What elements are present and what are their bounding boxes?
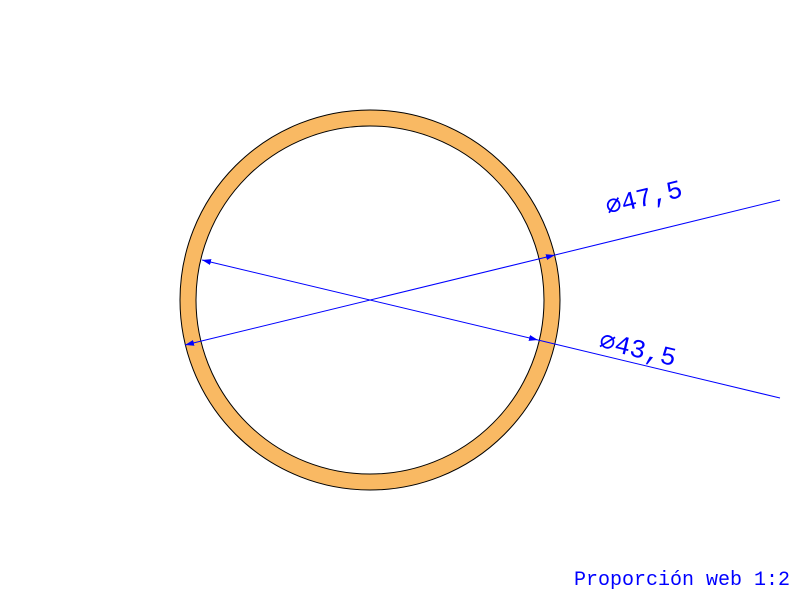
inner-diameter-label: ⌀43,5 xyxy=(596,327,679,374)
inner-diameter-dimension: ⌀43,5 xyxy=(202,260,780,398)
outer-diameter-label: ⌀47,5 xyxy=(603,175,686,223)
scale-caption: Proporción web 1:2 xyxy=(574,569,790,592)
outer-diameter-dimension: ⌀47,5 xyxy=(185,175,780,345)
